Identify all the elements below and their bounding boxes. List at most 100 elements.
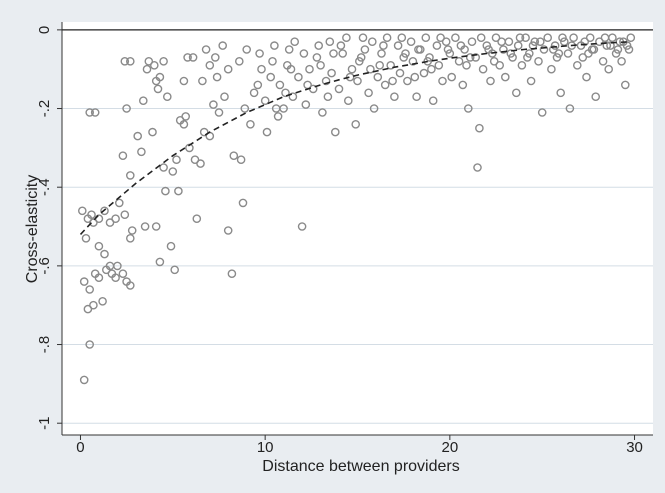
data-point	[140, 222, 150, 231]
data-point	[463, 104, 473, 113]
data-point	[126, 57, 135, 66]
data-point	[613, 45, 623, 54]
data-point	[214, 108, 224, 117]
data-point	[83, 304, 93, 314]
data-point	[90, 108, 100, 117]
data-point	[512, 88, 521, 98]
data-point	[569, 33, 578, 43]
y-tick-label: -.8	[36, 336, 53, 354]
data-point	[393, 41, 403, 50]
data-point	[159, 163, 168, 172]
data-point	[329, 49, 338, 58]
data-point	[209, 100, 218, 109]
data-point	[565, 104, 575, 113]
data-point	[621, 80, 630, 90]
y-tick-label: 0	[36, 26, 53, 34]
fit-curve	[79, 40, 631, 235]
data-point	[423, 57, 433, 66]
data-point	[94, 273, 104, 283]
data-point	[118, 269, 128, 279]
data-point	[336, 41, 346, 50]
data-point	[543, 33, 553, 43]
data-point	[246, 120, 255, 129]
data-point	[377, 49, 386, 58]
data-point	[611, 49, 621, 58]
data-point	[290, 37, 300, 47]
data-point	[556, 88, 566, 98]
data-point	[585, 33, 595, 43]
data-point	[364, 88, 373, 98]
data-point	[151, 222, 161, 231]
data-point	[142, 64, 152, 74]
data-point	[360, 45, 370, 54]
data-point	[602, 41, 612, 50]
data-point	[441, 37, 451, 47]
data-point	[600, 33, 610, 43]
data-point	[353, 76, 362, 86]
data-point	[434, 61, 444, 70]
data-point	[227, 269, 237, 279]
data-point	[462, 61, 471, 70]
data-point	[314, 41, 324, 50]
data-point	[149, 61, 159, 70]
y-axis-ticks: 0 -.2 -.4 -.6 -.8 -1	[36, 26, 62, 430]
data-point	[118, 151, 128, 160]
data-point	[257, 64, 266, 74]
data-point	[122, 104, 131, 113]
x-axis-ticks: 0 10 20 30	[76, 435, 643, 456]
y-tick-label: -.4	[36, 178, 53, 196]
data-point	[89, 300, 98, 310]
data-point	[85, 285, 94, 294]
data-point	[270, 41, 279, 50]
data-point	[432, 41, 442, 50]
data-point	[476, 33, 486, 43]
data-point	[89, 218, 98, 227]
data-point	[554, 49, 564, 58]
data-point	[549, 45, 558, 54]
data-point	[323, 92, 333, 101]
data-point	[179, 76, 189, 86]
data-points	[78, 33, 636, 385]
data-point	[330, 127, 340, 137]
data-point	[181, 112, 190, 121]
data-point	[495, 61, 505, 70]
data-point	[604, 64, 614, 74]
data-point	[395, 68, 405, 78]
data-point	[375, 61, 385, 70]
data-point	[79, 277, 89, 286]
data-point	[236, 155, 246, 164]
data-point	[133, 131, 142, 141]
data-point	[334, 84, 344, 94]
data-point	[534, 57, 543, 66]
data-point	[301, 100, 311, 109]
data-point	[410, 72, 420, 82]
data-point	[438, 76, 447, 86]
data-point	[297, 222, 307, 231]
data-point	[94, 241, 104, 251]
data-point	[373, 72, 383, 82]
data-point	[379, 41, 388, 50]
data-point	[580, 37, 590, 47]
data-point	[403, 76, 412, 86]
data-point	[473, 163, 482, 172]
data-point	[406, 37, 416, 47]
data-point	[111, 214, 120, 223]
data-point	[316, 61, 325, 70]
data-point	[436, 33, 445, 43]
data-point	[79, 375, 89, 385]
data-point	[499, 45, 508, 54]
data-point	[515, 33, 525, 43]
data-point	[536, 37, 545, 47]
data-point	[229, 151, 239, 160]
data-point	[137, 147, 146, 157]
data-point	[85, 340, 94, 349]
data-point	[255, 49, 264, 58]
data-point	[595, 37, 604, 47]
data-point	[238, 198, 248, 208]
data-point	[273, 112, 283, 121]
data-point	[260, 96, 270, 105]
data-point	[369, 104, 379, 113]
data-point	[591, 92, 601, 101]
data-point	[454, 57, 464, 66]
